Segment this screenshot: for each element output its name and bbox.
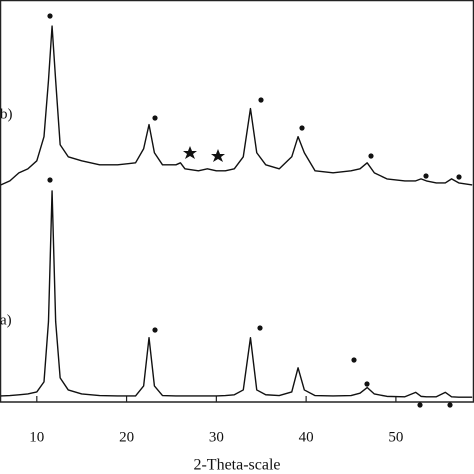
peak-dot [257,325,263,331]
peak-dot [152,327,158,333]
series-label: a) [0,312,12,328]
series-line [0,25,473,186]
peak-dot [447,402,453,408]
series-label: b) [0,106,13,122]
star-marker [183,146,197,159]
x-tick-label: 20 [119,429,134,445]
peak-markers [47,13,462,408]
peak-dot [423,173,429,179]
plot-frame [0,0,474,403]
peak-dot [364,381,370,387]
peak-dot [417,402,423,408]
peak-dot [351,357,357,363]
peak-dot [47,177,53,183]
x-tick-label: 50 [388,429,403,445]
x-axis-label: 2-Theta-scale [193,457,280,474]
series-line [0,190,473,398]
peak-dot [299,125,305,131]
peak-dot [368,153,374,159]
x-tick-label: 30 [209,429,224,445]
star-marker [211,149,225,162]
peak-dot [47,13,53,19]
x-tick-label: 10 [29,429,44,445]
peak-dot [456,174,462,180]
peak-dot [152,115,158,121]
peak-dot [258,97,264,103]
x-tick-label: 40 [299,429,314,445]
